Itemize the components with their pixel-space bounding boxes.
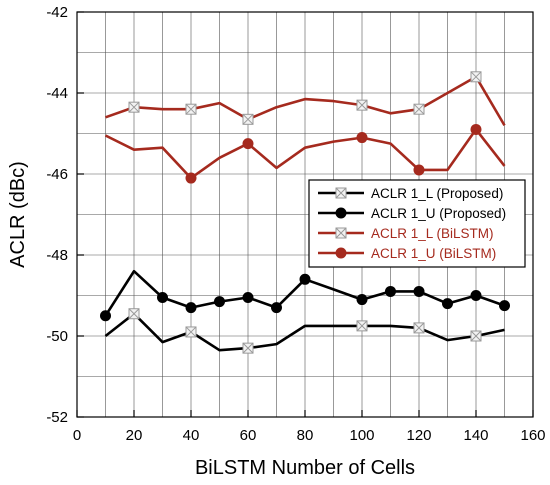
y-tick-label: -44: [46, 85, 68, 102]
marker-cross: [356, 99, 368, 111]
x-tick-label: 120: [406, 427, 431, 444]
data-point: [356, 294, 368, 306]
data-point: [385, 285, 396, 297]
y-tick-label: -52: [46, 409, 68, 426]
data-point: [157, 292, 168, 304]
marker-cross: [356, 320, 368, 332]
axis-ticks: 0 20 40 60 80 100 120 140 160 -52 -50 -48 -46 -44 -42: [46, 4, 545, 444]
marker-cross: [185, 103, 197, 115]
legend-label: ACLR 1_U (Proposed): [371, 206, 506, 221]
y-axis-title: ACLR (dBc): [7, 161, 29, 268]
legend-entry: ACLR 1_L (Proposed): [318, 186, 503, 201]
x-tick-label: 140: [463, 427, 488, 444]
legend-entry: ACLR 1_L (BiLSTM): [318, 226, 494, 241]
data-point: [413, 103, 425, 115]
marker-cross: [128, 101, 140, 113]
data-point: [185, 326, 197, 338]
legend-label: ACLR 1_U (BiLSTM): [371, 246, 496, 261]
series-3: [105, 71, 506, 127]
x-tick-label: 80: [297, 427, 314, 444]
marker-cross: [335, 227, 347, 239]
data-point: [470, 330, 482, 342]
data-point: [185, 172, 197, 184]
data-point: [242, 113, 254, 125]
data-point: [271, 302, 282, 314]
y-tick-label: -48: [46, 247, 68, 264]
series-2: [100, 269, 510, 322]
y-tick-label: -50: [46, 328, 68, 345]
data-point: [185, 302, 197, 314]
series-line: [104, 312, 505, 352]
data-point: [470, 71, 482, 83]
data-point: [128, 101, 140, 113]
marker-cross: [413, 103, 425, 115]
data-point: [413, 164, 425, 176]
legend-marker: [335, 207, 347, 219]
data-point: [413, 285, 425, 297]
series-1: [104, 308, 505, 354]
data-point: [470, 290, 482, 301]
legend-entry: ACLR 1_U (BiLSTM): [318, 246, 496, 261]
x-axis-title: BiLSTM Number of Cells: [195, 457, 415, 479]
x-tick-label: 160: [520, 427, 545, 444]
legend: ACLR 1_L (Proposed) ACLR 1_U (Proposed) AC…: [308, 179, 526, 268]
marker-cross: [242, 113, 254, 125]
data-point: [242, 138, 254, 150]
legend-label: ACLR 1_L (Proposed): [371, 186, 503, 201]
legend-label: ACLR 1_L (BiLSTM): [371, 226, 494, 241]
series-line: [104, 128, 506, 180]
legend-entry: ACLR 1_U (Proposed): [318, 206, 506, 221]
series-4: [104, 123, 506, 184]
series-layer: [100, 71, 510, 354]
data-point: [413, 322, 425, 334]
marker-cross: [242, 342, 254, 354]
marker-cross: [185, 326, 197, 338]
x-tick-label: 0: [73, 427, 81, 444]
data-point: [242, 292, 254, 304]
marker-cross: [335, 187, 347, 199]
marker-cross: [128, 308, 140, 320]
legend-marker: [335, 247, 347, 259]
data-point: [214, 296, 225, 308]
x-tick-label: 40: [183, 427, 200, 444]
marker-cross: [470, 330, 482, 342]
data-point: [299, 273, 311, 285]
series-line: [105, 75, 506, 127]
data-point: [442, 298, 453, 310]
data-point: [356, 132, 368, 144]
data-point: [128, 308, 140, 320]
data-point: [356, 320, 368, 332]
data-point: [242, 342, 254, 354]
legend-marker: [335, 187, 347, 199]
data-point: [470, 123, 482, 135]
marker-cross: [470, 71, 482, 83]
x-tick-label: 20: [126, 427, 143, 444]
x-tick-label: 100: [349, 427, 374, 444]
data-point: [100, 310, 111, 322]
y-tick-label: -46: [46, 166, 68, 183]
data-point: [356, 99, 368, 111]
x-tick-label: 60: [240, 427, 257, 444]
y-tick-label: -42: [46, 4, 68, 21]
data-point: [499, 300, 510, 312]
marker-cross: [413, 322, 425, 334]
data-point: [185, 103, 197, 115]
legend-marker: [335, 227, 347, 239]
